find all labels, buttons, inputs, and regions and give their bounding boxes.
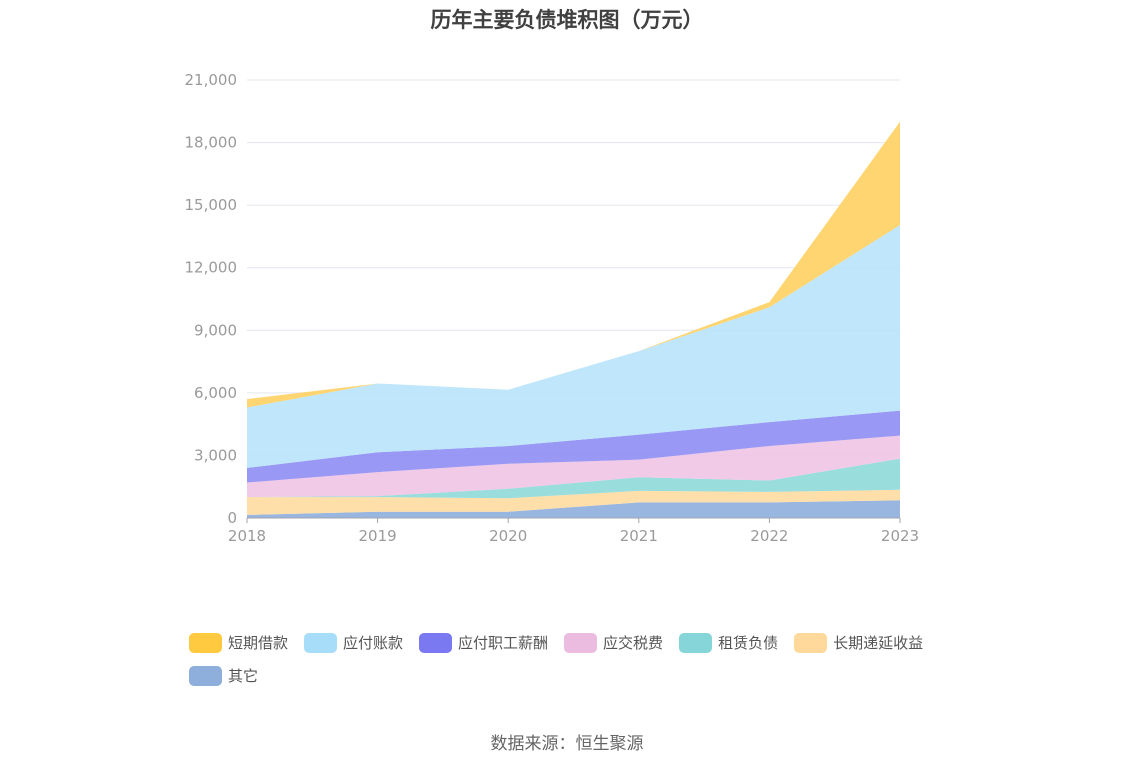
y-tick-label: 21,000	[185, 71, 238, 89]
x-tick-label: 2020	[489, 527, 527, 545]
legend-label: 应交税费	[603, 634, 664, 652]
stacked-area-chart: 0 3,000 6,000 9,000 12,000 15,000 18,000 21,000…	[185, 71, 920, 545]
legend-swatch	[419, 632, 453, 653]
y-tick-label: 3,000	[194, 446, 237, 464]
area-series-租赁负债	[247, 458, 900, 499]
axis-layer: 0 3,000 6,000 9,000 12,000 15,000 18,000 21,000…	[185, 71, 920, 545]
legend-item[interactable]: 长期递延收益	[794, 632, 923, 653]
legend-label: 短期借款	[228, 634, 289, 652]
area-series-应交税费	[247, 435, 900, 498]
legend-label: 长期递延收益	[833, 634, 924, 652]
legend-swatch	[304, 632, 338, 653]
y-tick-label: 9,000	[194, 321, 237, 339]
x-tick-label: 2021	[620, 527, 658, 545]
legend-label: 应付账款	[343, 634, 404, 652]
chart-title: 历年主要负债堆积图（万元）	[430, 8, 704, 32]
legend: 短期借款 应付账款 应付职工薪酬 应交税费 租赁负债 长期递延收益其它	[189, 632, 969, 686]
legend-item[interactable]: 其它	[189, 665, 258, 686]
y-tick-label: 6,000	[194, 384, 237, 402]
legend-item[interactable]: 应付账款	[304, 632, 403, 653]
x-tick-label: 2023	[881, 527, 919, 545]
x-tick-label: 2018	[228, 527, 266, 545]
y-tick-label: 12,000	[185, 259, 238, 277]
legend-swatch	[679, 632, 713, 653]
area-series-其它	[247, 500, 900, 518]
area-series-应付职工薪酬	[247, 410, 900, 483]
area-series-应付账款	[247, 225, 900, 468]
legend-swatch	[189, 665, 222, 686]
data-source: 数据来源：恒生聚源	[490, 734, 644, 754]
area-series-layer	[247, 121, 900, 518]
legend-item[interactable]: 租赁负债	[679, 632, 778, 653]
x-tick-label: 2022	[750, 527, 788, 545]
area-series-长期递延收益	[247, 489, 900, 515]
legend-label: 应付职工薪酬	[458, 634, 549, 652]
legend-item[interactable]: 应交税费	[564, 632, 663, 653]
x-tick-label: 2019	[359, 527, 397, 545]
y-tick-label: 18,000	[185, 134, 238, 152]
legend-label: 租赁负债	[718, 634, 779, 652]
legend-item[interactable]: 短期借款	[189, 632, 288, 653]
legend-label: 其它	[228, 667, 259, 685]
legend-item[interactable]: 应付职工薪酬	[419, 632, 548, 653]
y-tick-label: 0	[227, 509, 237, 527]
legend-swatch	[794, 632, 828, 653]
y-tick-label: 15,000	[185, 196, 238, 214]
legend-swatch	[564, 632, 598, 653]
legend-swatch	[189, 632, 222, 653]
